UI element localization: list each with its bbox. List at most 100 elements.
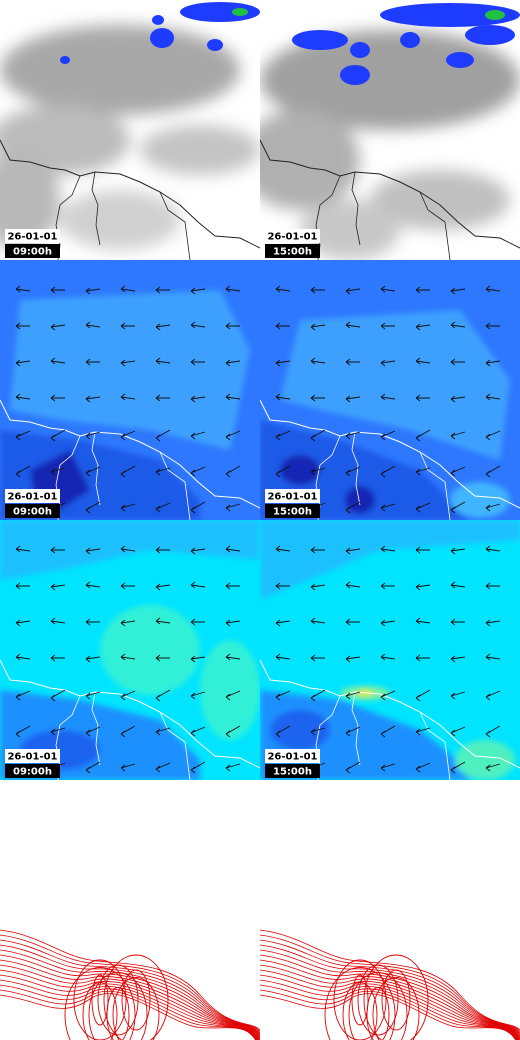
wind-arrow <box>85 395 101 403</box>
wind-arrow <box>120 503 136 512</box>
date-box <box>5 489 60 503</box>
contour-line <box>0 979 258 1040</box>
wind-arrow <box>155 467 171 476</box>
wind-arrow <box>310 617 326 625</box>
wind-arrow <box>190 547 206 555</box>
wind-arrow <box>485 359 501 367</box>
wind-arrow <box>380 322 395 330</box>
wind-map-left <box>0 260 260 520</box>
contour-line <box>259 974 519 1040</box>
wind-arrow <box>50 727 66 736</box>
wind-arrow <box>345 581 361 589</box>
wind-arrow <box>190 501 206 514</box>
wind-arrow <box>380 653 396 661</box>
wind-arrow <box>190 691 206 700</box>
wind-arrow <box>190 581 206 589</box>
time-box <box>5 244 60 258</box>
wind-arrow <box>450 581 466 589</box>
wind-arrow <box>415 429 431 442</box>
wind-arrow <box>120 465 136 478</box>
wind-arrow <box>380 393 396 401</box>
wind-arrow <box>15 582 30 590</box>
wind-arrow <box>485 430 501 441</box>
wind-arrow <box>450 547 466 555</box>
wind-arrow <box>380 503 396 512</box>
wind-arrow <box>50 429 66 442</box>
wind-arrow <box>155 762 171 773</box>
wind-arrow <box>50 467 66 476</box>
contour-line <box>0 993 256 1040</box>
wind-arrow <box>225 393 241 401</box>
wind-arrow <box>345 726 361 737</box>
date-box <box>5 229 60 243</box>
date-box <box>265 229 320 243</box>
time-box <box>5 504 60 518</box>
wind-arrow <box>380 763 396 772</box>
wind-arrow <box>50 617 66 625</box>
blank-area <box>0 1015 60 1040</box>
wind-arrow <box>120 619 136 627</box>
wind-arrow <box>190 761 206 774</box>
wind-arrow <box>225 503 241 512</box>
wind-arrow <box>190 655 206 663</box>
wind-arrow <box>225 619 241 627</box>
date-box <box>265 749 320 763</box>
wind-arrow <box>345 501 361 514</box>
contour-line <box>0 929 261 1031</box>
blank-area <box>260 1015 320 1040</box>
wind-arrow <box>415 394 430 402</box>
wind-arrow <box>380 690 396 701</box>
wind-arrow <box>275 322 290 330</box>
wind-arrow <box>85 358 100 366</box>
wind-arrow <box>450 431 466 440</box>
contour-line <box>259 969 520 1040</box>
wind-arrow <box>485 503 501 512</box>
wind-arrow <box>15 285 31 293</box>
wind-arrow <box>50 286 65 294</box>
wind-arrow <box>380 359 396 367</box>
wind-arrow <box>120 359 136 367</box>
wind-map-right <box>260 260 520 520</box>
contour-ring <box>88 972 148 1040</box>
wind-arrow <box>485 322 500 330</box>
contour-ring <box>363 954 429 1040</box>
wind-arrow <box>310 394 325 402</box>
date-box <box>265 489 320 503</box>
time-box <box>265 504 320 518</box>
contour-line <box>0 989 257 1040</box>
wind-arrow <box>345 618 360 626</box>
wind-arrow <box>15 725 31 738</box>
wind-arrow <box>15 430 31 441</box>
contour-ring <box>351 974 369 1026</box>
wind-arrow <box>415 617 431 625</box>
wind-arrow <box>485 690 501 701</box>
time-label: 15:00h <box>273 767 312 778</box>
wind-arrow <box>275 582 290 590</box>
contour-line <box>0 954 261 1038</box>
wind-arrow <box>310 429 326 442</box>
wind-arrow <box>85 547 101 555</box>
contour-line <box>259 934 520 1032</box>
wind-arrow <box>190 395 206 403</box>
wind-arrow <box>345 466 361 477</box>
wind-arrow <box>415 467 431 476</box>
wind-arrow <box>85 691 101 700</box>
contour-line <box>259 993 516 1040</box>
wind-arrow <box>120 285 136 293</box>
time-label: 09:00h <box>13 247 52 258</box>
contour-line <box>0 969 260 1040</box>
wind-arrow <box>225 763 241 772</box>
wind-arrow <box>380 285 396 293</box>
wind-arrow <box>155 286 170 294</box>
wind-arrow <box>380 430 396 441</box>
contour-line <box>259 949 520 1037</box>
wind-arrow <box>85 618 100 626</box>
wind-arrow <box>155 689 171 702</box>
wind-arrow <box>85 761 101 774</box>
wind-arrow <box>85 655 101 663</box>
wind-arrow <box>450 287 466 295</box>
time-label: 09:00h <box>13 767 52 778</box>
time-box <box>5 764 60 778</box>
contour-maps <box>0 929 520 1040</box>
